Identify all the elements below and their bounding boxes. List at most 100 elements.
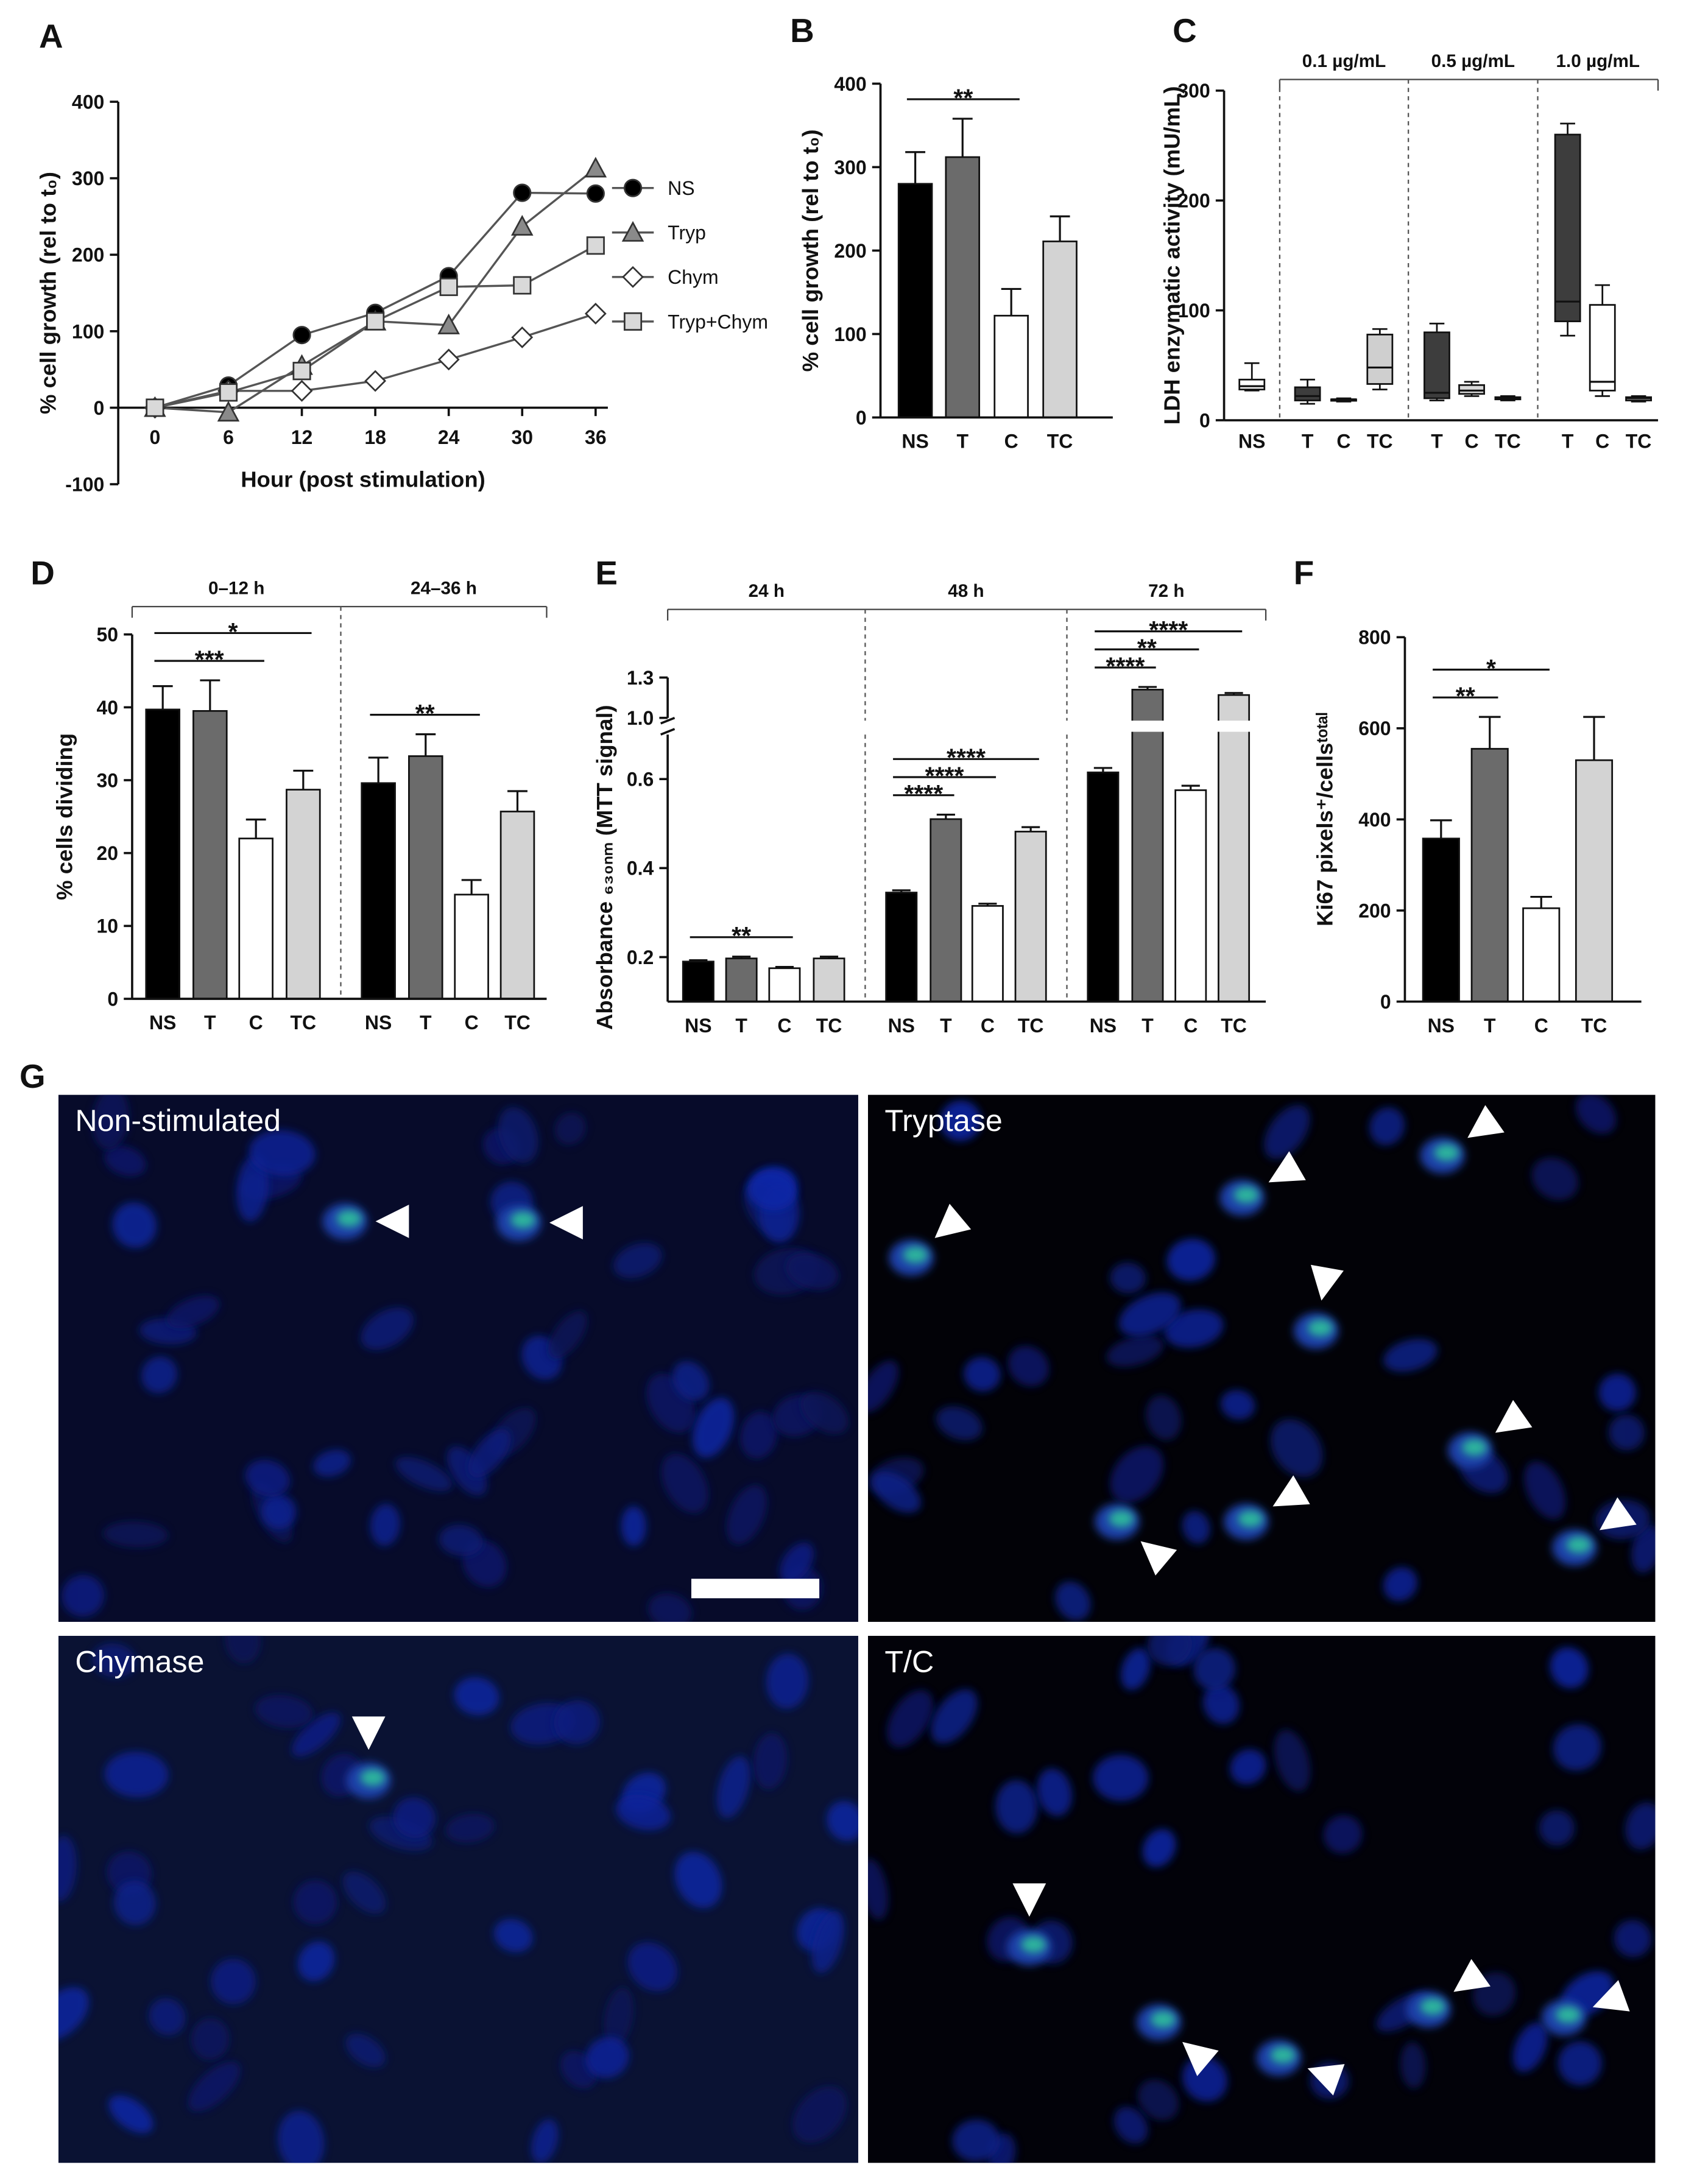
nucleus (779, 1542, 814, 1583)
y-tick-label: 200 (834, 240, 866, 262)
bar (499, 811, 535, 1000)
legend-marker (621, 220, 644, 242)
significance-label: ** (732, 921, 751, 949)
x-tick-label: TC (1047, 431, 1073, 453)
nucleus (1270, 1418, 1323, 1478)
nucleus (585, 2037, 629, 2079)
y-tick-label: 300 (72, 167, 104, 189)
ki67-signal (510, 1211, 536, 1228)
x-tick-label: T (1562, 431, 1574, 453)
nucleus (245, 1459, 291, 1497)
nucleus (1614, 1920, 1652, 1957)
group-label: 72 h (1148, 581, 1184, 601)
ki67-signal (336, 1210, 362, 1227)
nucleus (867, 1858, 889, 1920)
marker (219, 383, 238, 402)
nucleus (1264, 1105, 1310, 1159)
micrograph-background (867, 1635, 1656, 2163)
x-tick-label: T (735, 1015, 747, 1037)
nucleus (104, 1751, 169, 1798)
ki67-signal (1566, 1536, 1592, 1554)
x-tick-label: 6 (223, 426, 234, 448)
nucleus (887, 1689, 933, 1748)
y-tick-label: -100 (65, 473, 104, 495)
nucleus (952, 2119, 1001, 2162)
y-tick-label: 0 (93, 397, 104, 419)
marker (584, 303, 607, 325)
nucleus (1383, 1566, 1417, 1602)
nucleus (1093, 1755, 1149, 1802)
axis-break (660, 717, 676, 725)
nucleus (613, 1242, 663, 1278)
nucleus (615, 1794, 671, 1831)
arrowhead (1268, 1151, 1306, 1183)
bar (768, 967, 801, 1002)
box (1589, 304, 1616, 392)
box (1294, 386, 1321, 401)
ki67-signal (1238, 1510, 1263, 1527)
nucleus (1323, 1815, 1363, 1854)
nucleus (498, 1107, 538, 1163)
legend-label: Chym (668, 266, 718, 288)
nucleus (103, 1521, 169, 1548)
y-tick-label: 50 (97, 624, 119, 646)
nucleus (554, 1700, 601, 1745)
bar (1014, 831, 1047, 1002)
bar (1087, 771, 1120, 1002)
marker (439, 277, 458, 297)
x-axis-title: Hour (post stimulation) (241, 467, 485, 492)
group-label: 0.1 µg/mL (1302, 51, 1386, 71)
box (1458, 384, 1485, 395)
bar (682, 960, 714, 1002)
nucleus (1230, 1749, 1266, 1785)
group-label: 24 h (749, 581, 785, 601)
nucleus (627, 1942, 678, 1992)
significance-label: ** (1137, 634, 1157, 662)
axis-break-gap (656, 720, 1266, 732)
y-tick-label: 400 (72, 91, 104, 113)
x-tick-label: 12 (291, 426, 313, 448)
x-tick-label: TC (816, 1015, 842, 1037)
x-tick-label: C (1534, 1015, 1548, 1037)
micrograph-label: Tryptase (884, 1104, 1003, 1138)
nucleus (1166, 1238, 1216, 1281)
nucleus (1164, 1309, 1224, 1348)
significance-label: *** (195, 646, 224, 674)
x-tick-label: NS (1238, 431, 1265, 453)
significance-label: **** (904, 780, 943, 808)
bar (1422, 837, 1460, 1002)
x-tick-label: NS (149, 1012, 176, 1034)
marker (217, 401, 240, 422)
legend-marker (622, 266, 644, 288)
bar (238, 837, 273, 1000)
nucleus (740, 1411, 778, 1459)
y-tick-label: 100 (834, 323, 866, 345)
x-tick-label: NS (888, 1015, 915, 1037)
y-tick-label: 40 (97, 697, 119, 719)
group-label: 24–36 h (411, 578, 477, 598)
ki67-signal (903, 1246, 928, 1264)
nucleus (867, 1360, 899, 1413)
y-tick-label: 400 (834, 73, 866, 95)
x-tick-label: TC (504, 1012, 531, 1034)
marker (513, 276, 532, 295)
nucleus (112, 1202, 157, 1248)
ki67-signal (1462, 1439, 1487, 1456)
ki67-signal (1233, 1186, 1259, 1203)
group-label: 1.0 µg/mL (1556, 51, 1640, 71)
nucleus (672, 1361, 710, 1401)
x-tick-label: NS (1090, 1015, 1117, 1037)
bar (1042, 240, 1078, 418)
nucleus (747, 1169, 797, 1211)
ki67-signal (1308, 1319, 1333, 1337)
bar (885, 892, 918, 1002)
legend-marker (623, 312, 643, 331)
ki67-signal (1420, 1998, 1445, 2015)
nucleus (661, 1453, 708, 1513)
micrograph-background (58, 1635, 858, 2163)
y-tick-label: 300 (1177, 80, 1210, 102)
x-tick-label: T (1431, 431, 1443, 453)
y-tick-label: 100 (1177, 300, 1210, 322)
nucleus (872, 1471, 922, 1513)
